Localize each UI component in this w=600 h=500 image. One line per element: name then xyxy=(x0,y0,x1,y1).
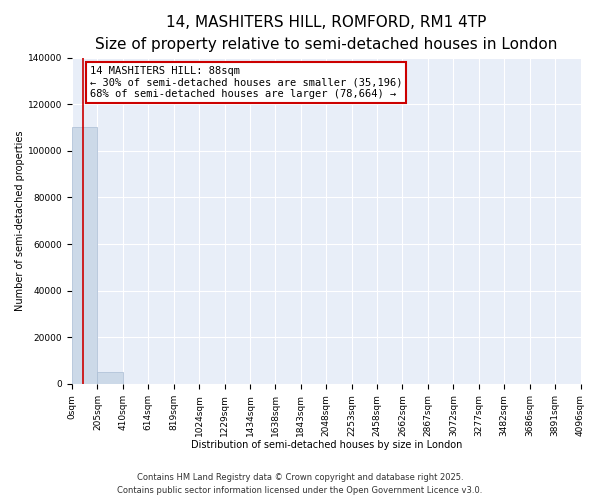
Text: Contains HM Land Registry data © Crown copyright and database right 2025.
Contai: Contains HM Land Registry data © Crown c… xyxy=(118,474,482,495)
Y-axis label: Number of semi-detached properties: Number of semi-detached properties xyxy=(15,130,25,311)
Text: 14 MASHITERS HILL: 88sqm
← 30% of semi-detached houses are smaller (35,196)
68% : 14 MASHITERS HILL: 88sqm ← 30% of semi-d… xyxy=(90,66,402,99)
Bar xyxy=(72,128,97,384)
Title: 14, MASHITERS HILL, ROMFORD, RM1 4TP
Size of property relative to semi-detached : 14, MASHITERS HILL, ROMFORD, RM1 4TP Siz… xyxy=(95,15,557,52)
X-axis label: Distribution of semi-detached houses by size in London: Distribution of semi-detached houses by … xyxy=(191,440,462,450)
Bar xyxy=(97,372,123,384)
